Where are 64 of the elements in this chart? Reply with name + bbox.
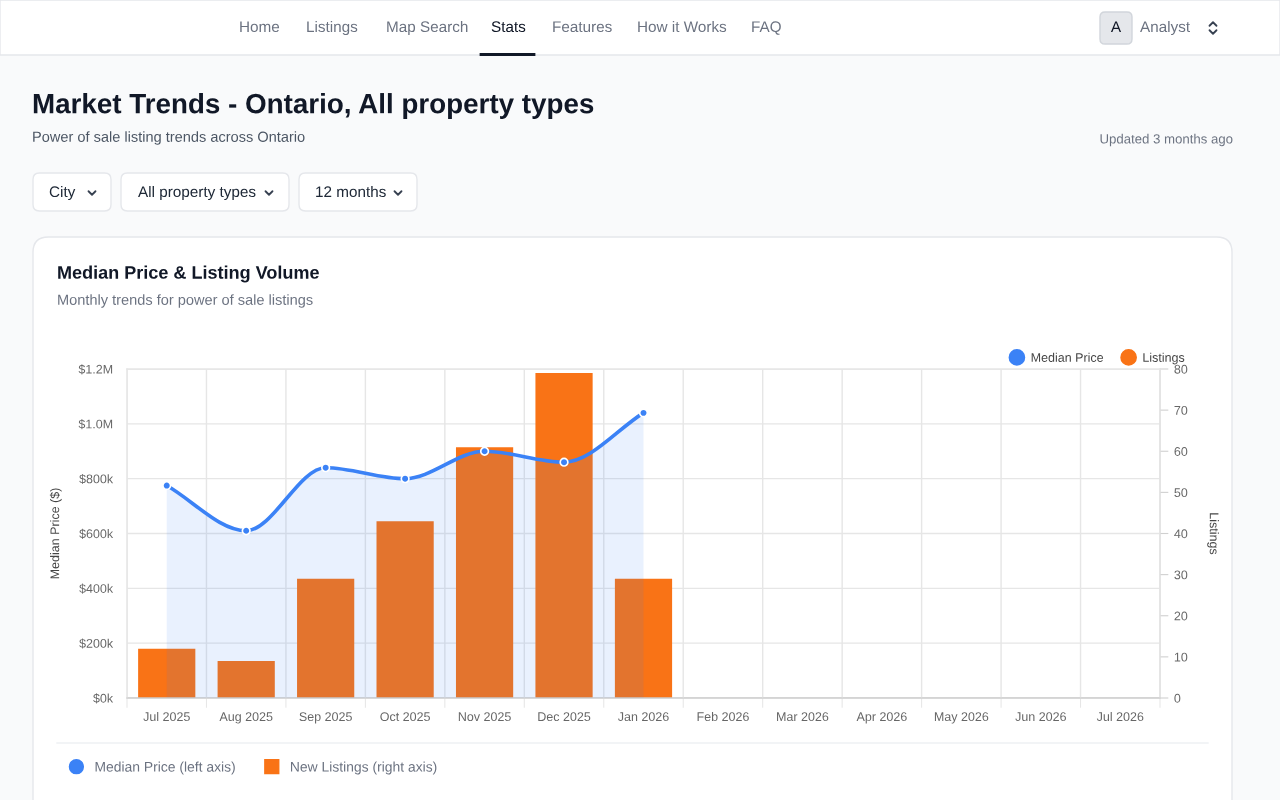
y2-axis-title: Listings (1207, 513, 1219, 555)
bar (297, 578, 355, 698)
legend-label: Listings (1143, 352, 1185, 365)
y-tick-label: $1.2M (78, 364, 113, 375)
x-tick-label: Jun 2026 (1015, 712, 1066, 722)
y-tick-label: $0k (93, 693, 114, 704)
point (479, 446, 490, 456)
bar (535, 373, 593, 698)
bar (455, 447, 514, 698)
y-tick-label: $200k (79, 638, 114, 649)
legend-label: Median Price (1031, 352, 1104, 362)
y-axis-title: Median Price ($) (49, 488, 62, 579)
y-tick-label: $800k (79, 473, 114, 485)
text: A (1110, 21, 1122, 32)
point (559, 457, 569, 467)
chart-title: Median Price & Listing Volume (58, 265, 319, 283)
text: Map Search (387, 20, 468, 36)
x-tick-label: Apr 2026 (856, 712, 907, 724)
text: Updated 3 months ago (1100, 133, 1233, 147)
text: Listings (307, 20, 358, 36)
text: City (49, 185, 76, 201)
y2-tick-label: 40 (1174, 529, 1188, 539)
point (241, 526, 251, 536)
text: New Listings (right axis) (290, 761, 437, 775)
y2-tick-label: 20 (1174, 611, 1188, 621)
y-tick-label: $400k (79, 583, 114, 594)
x-tick-label: Jan 2026 (617, 712, 669, 722)
y2-tick-label: 60 (1174, 447, 1188, 456)
bar (614, 578, 673, 698)
x-tick-label: Sep 2025 (299, 712, 352, 724)
x-tick-label: Feb 2026 (697, 711, 749, 722)
x-tick-label: Nov 2025 (458, 712, 511, 722)
y2-tick-label: 80 (1174, 364, 1188, 374)
text: How it Works (638, 20, 727, 33)
text: Market Trends - Ontario, All property types (33, 93, 594, 119)
y-tick-label: $1.0M (78, 419, 113, 430)
text: Features (553, 21, 612, 33)
chart-subtitle: Monthly trends for power of sale listings (58, 294, 313, 308)
text: All property types (138, 185, 256, 201)
text: Stats (491, 21, 526, 33)
text: Median Price (left axis) (95, 761, 235, 775)
x-tick-label: Dec 2025 (538, 712, 591, 722)
point (320, 463, 331, 473)
y2-tick-label: 30 (1174, 570, 1188, 580)
y2-tick-label: 10 (1174, 652, 1188, 662)
text: Home (240, 21, 280, 33)
x-tick-label: Jul 2026 (1096, 711, 1144, 722)
x-tick-label: May 2026 (934, 712, 989, 724)
x-tick-label: Aug 2025 (219, 712, 273, 724)
y-tick-label: $600k (79, 528, 114, 539)
text: 12 months (316, 185, 386, 198)
bar (376, 521, 434, 698)
bar (217, 660, 275, 698)
y2-tick-label: 0 (1174, 693, 1181, 703)
x-tick-label: Jul 2025 (143, 711, 190, 722)
text: FAQ (752, 21, 781, 35)
bar (138, 648, 196, 698)
x-tick-label: Oct 2025 (380, 712, 430, 722)
point (400, 474, 410, 484)
x-tick-label: Mar 2026 (777, 712, 829, 722)
text: Analyst (1140, 20, 1190, 36)
y2-tick-label: 70 (1174, 405, 1188, 415)
text: Power of sale listing trends across Ontario (33, 131, 305, 145)
y2-tick-label: 50 (1174, 488, 1188, 498)
